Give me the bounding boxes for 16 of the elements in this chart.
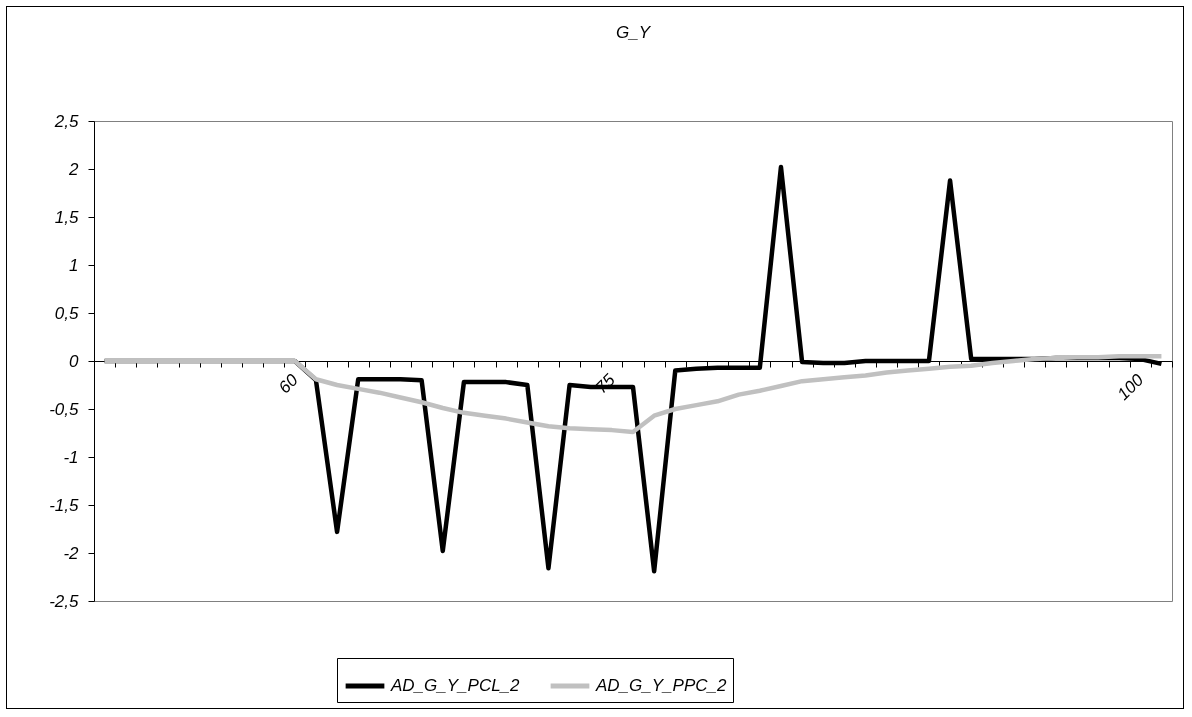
y-tick-label: 0,5	[54, 303, 80, 323]
y-tick-label: -1,5	[49, 495, 80, 515]
y-tick-label: -1	[63, 447, 79, 467]
chart-title: G_Y	[615, 23, 652, 42]
legend-label: AD_G_Y_PCL_2	[390, 676, 521, 695]
legend-label: AD_G_Y_PPC_2	[595, 676, 727, 695]
y-tick-label: 2,5	[53, 111, 80, 131]
y-tick-label: 1,5	[54, 207, 80, 227]
x-tick-label: 60	[274, 370, 303, 398]
y-tick-label: 2	[68, 159, 80, 179]
y-tick-label: 0	[69, 351, 80, 371]
x-tick-label: 100	[1113, 370, 1148, 404]
y-tick-label: -2,5	[49, 591, 80, 611]
y-tick-label: 1	[69, 255, 79, 275]
y-tick-label: -0,5	[49, 399, 80, 419]
y-tick-label: -2	[63, 543, 80, 563]
